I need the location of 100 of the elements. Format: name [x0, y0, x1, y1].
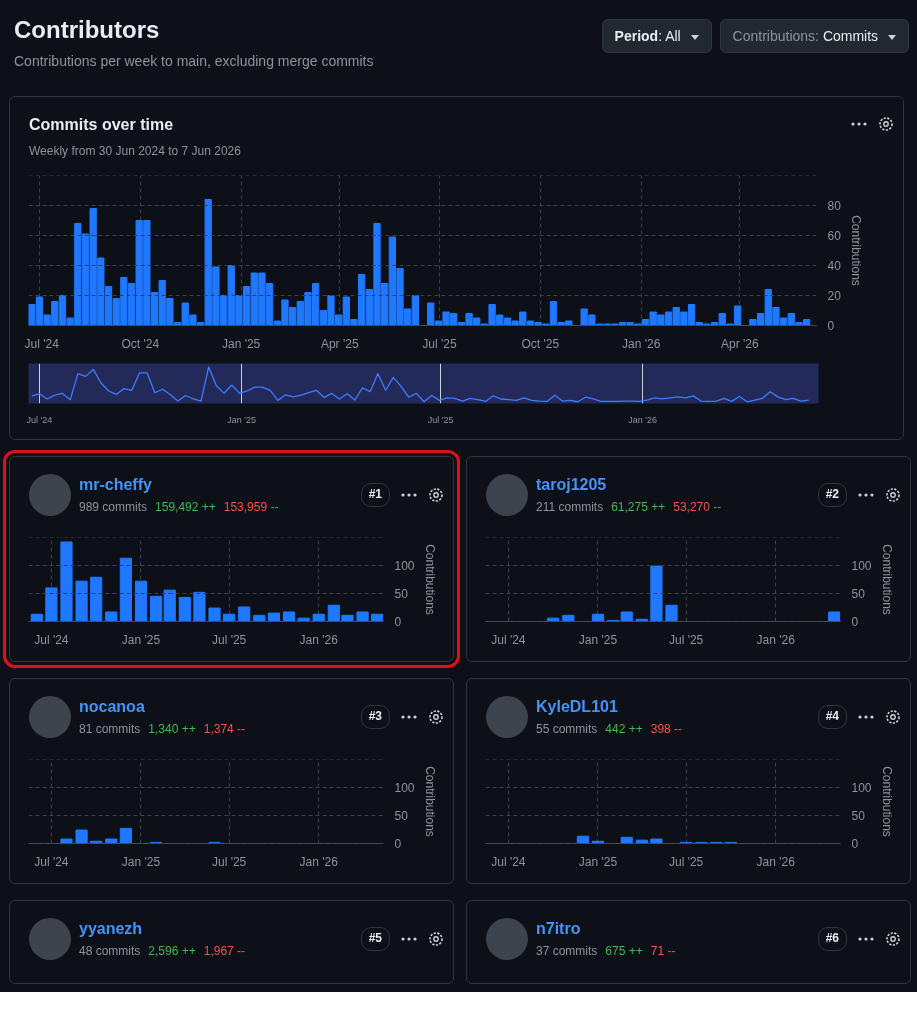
x-tick-label: Oct '24: [121, 336, 160, 351]
x-tick-label: Oct '25: [521, 336, 560, 351]
bar: [253, 614, 266, 622]
x-tick-label: Jan '25: [227, 414, 257, 425]
text: #3: [360, 705, 390, 729]
bar: [105, 611, 118, 622]
bar: [60, 838, 73, 844]
text: Period: All: [601, 19, 712, 53]
x-tick-label: Jul '25: [668, 854, 704, 869]
chart-title: KyleDL101: [536, 697, 619, 717]
x-tick-label: Jul '24: [491, 632, 526, 647]
x-tick-label: Jul '25: [422, 336, 457, 351]
text: 442 ++: [605, 721, 643, 736]
bar: [90, 576, 103, 622]
chart-title: taroj1205: [536, 475, 608, 495]
bar: [665, 604, 678, 622]
bar: [60, 541, 73, 622]
text: #1: [360, 483, 390, 507]
y-tick-label: 0: [851, 837, 859, 851]
text: Contributions: Commits: [719, 19, 909, 53]
y-axis-title: Contributions: [422, 766, 437, 837]
text: 37 commits: [536, 943, 598, 958]
x-tick-label: Jan '25: [578, 854, 618, 869]
text: 2,596 ++: [148, 943, 196, 958]
x-tick-label: Apr '26: [720, 336, 759, 351]
y-tick-label: 0: [827, 319, 835, 333]
bar: [193, 591, 206, 622]
text: 55 commits: [536, 721, 598, 736]
text: 71 --: [650, 943, 676, 958]
x-tick-label: Jul '24: [24, 336, 60, 351]
x-tick-label: Jul '24: [491, 854, 526, 869]
x-tick-label: Jan '26: [621, 336, 661, 351]
x-tick-label: Apr '25: [320, 336, 359, 351]
y-tick-label: 0: [394, 837, 402, 851]
chart-title: nocanoa: [79, 697, 146, 717]
text: #2: [817, 483, 847, 507]
x-tick-label: Jan '26: [628, 414, 658, 425]
y-tick-label: 100: [851, 559, 872, 573]
bar: [238, 606, 251, 622]
bar: [562, 614, 575, 622]
y-tick-label: 50: [394, 587, 409, 601]
x-tick-label: Jul '24: [34, 632, 69, 647]
x-tick-label: Jan '25: [578, 632, 618, 647]
text: 1,374 --: [203, 721, 246, 736]
bar: [828, 611, 841, 622]
chart-subtitle: Weekly from 30 Jun 2024 to 7 Jun 2026: [29, 142, 241, 160]
chart-title: mr-cheffy: [79, 475, 153, 495]
x-tick-label: Jan '25: [221, 336, 261, 351]
y-tick-label: 100: [851, 781, 872, 795]
text: #5: [360, 927, 390, 951]
x-tick-label: Jul '25: [211, 632, 247, 647]
y-tick-label: 20: [827, 289, 842, 303]
bar: [297, 617, 310, 622]
y-tick-label: 50: [394, 809, 409, 823]
x-tick-label: Jul '24: [26, 414, 53, 425]
text: 675 ++: [605, 943, 643, 958]
x-tick-label: Jan '26: [756, 854, 796, 869]
bar: [267, 612, 281, 622]
text: n7itro: [536, 919, 582, 939]
y-tick-label: 80: [827, 199, 842, 213]
y-axis-title: Contributions: [879, 766, 894, 837]
text: 53,270 --: [673, 499, 722, 514]
text: 1,340 ++: [148, 721, 196, 736]
text: yyanezh: [79, 919, 144, 939]
x-tick-label: Jan '25: [121, 632, 161, 647]
text: 153,959 --: [223, 499, 279, 514]
x-tick-label: Jul '25: [668, 632, 704, 647]
y-axis-title: Contributions: [879, 544, 894, 615]
y-tick-label: 40: [827, 259, 842, 273]
y-tick-label: 60: [827, 229, 842, 243]
bar: [547, 617, 560, 622]
y-tick-label: 50: [851, 587, 866, 601]
bar: [105, 838, 118, 844]
y-tick-label: 100: [394, 781, 415, 795]
bar: [282, 611, 296, 622]
bar: [178, 596, 191, 622]
x-tick-label: Jan '26: [299, 854, 339, 869]
x-tick-label: Jan '26: [299, 632, 339, 647]
text: 398 --: [650, 721, 683, 736]
text: #6: [817, 927, 847, 951]
x-tick-label: Jan '26: [756, 632, 796, 647]
bar: [650, 565, 663, 622]
bar: [75, 580, 88, 622]
y-tick-label: 100: [394, 559, 415, 573]
bar: [119, 827, 132, 844]
bar: [75, 829, 88, 844]
text: 159,492 ++: [155, 499, 216, 514]
text: Contributions per week to main, excluding merge commits: [14, 52, 374, 72]
text: 1,967 --: [203, 943, 246, 958]
bar: [119, 557, 132, 622]
x-tick-label: Jul '25: [427, 414, 454, 425]
text: #4: [817, 705, 847, 729]
x-tick-label: Jul '25: [211, 854, 247, 869]
bar: [312, 613, 325, 622]
bar: [134, 580, 148, 622]
y-tick-label: 0: [394, 615, 402, 629]
chart-title: Commits over time: [29, 115, 175, 135]
x-tick-label: Jan '25: [121, 854, 161, 869]
y-axis-title: Contributions: [848, 215, 863, 286]
text: 48 commits: [79, 943, 141, 958]
